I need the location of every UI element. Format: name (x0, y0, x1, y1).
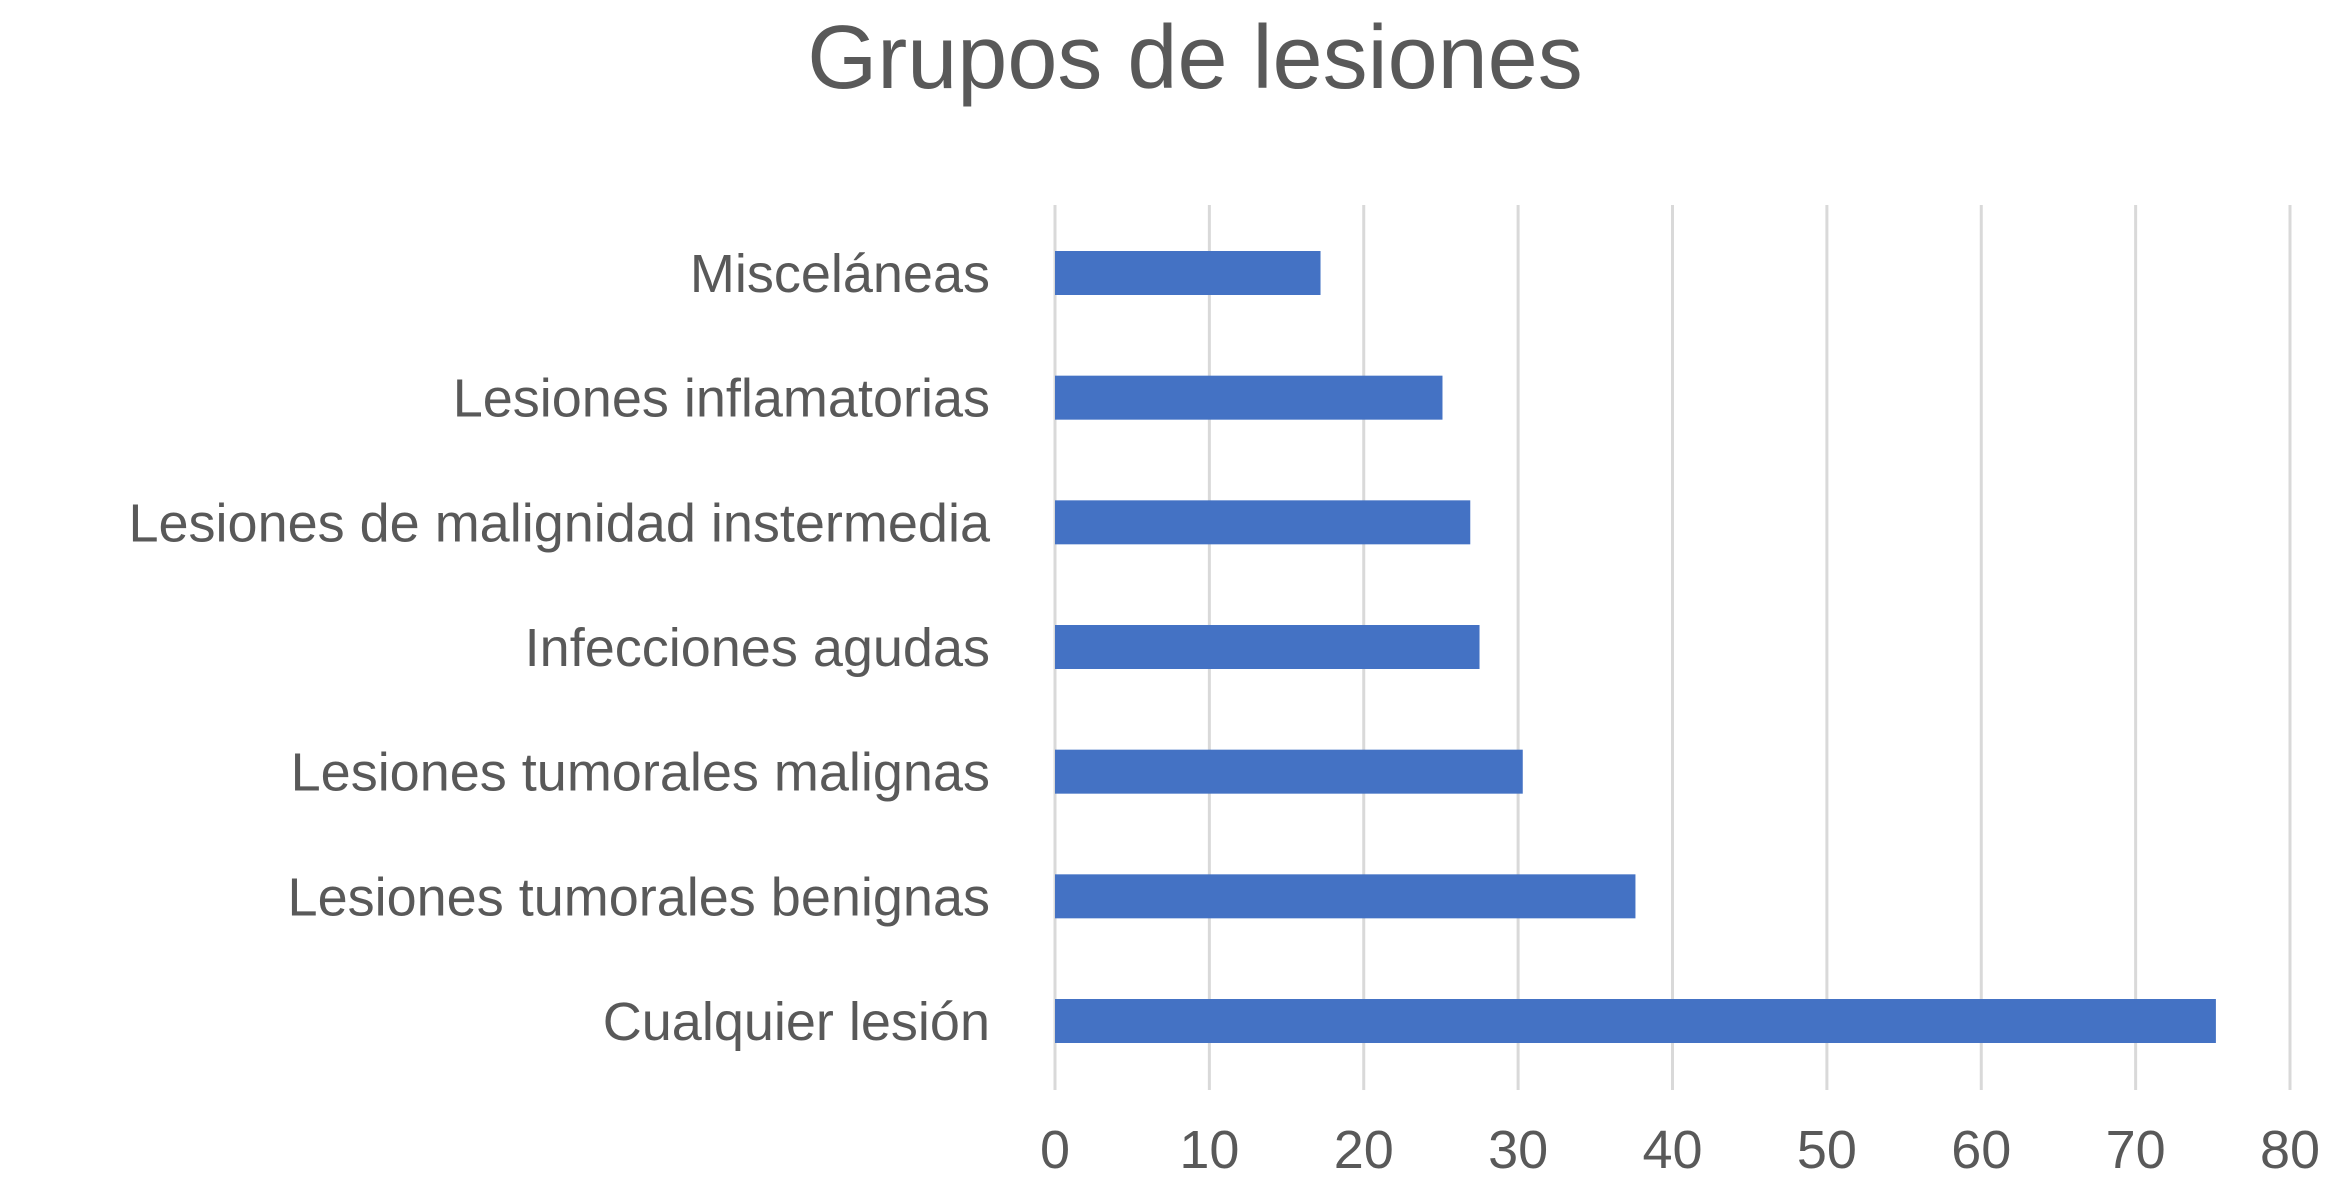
bar (1055, 625, 1480, 669)
x-tick-label: 70 (2106, 1120, 2166, 1180)
category-labels: Misceláneas Lesiones inflamatorias Lesione… (128, 244, 990, 1052)
x-tick-label: 50 (1797, 1120, 1857, 1180)
x-tick-label: 10 (1179, 1120, 1239, 1180)
category-label: Infecciones agudas (525, 618, 990, 678)
chart-title: Grupos de lesiones (807, 8, 1582, 108)
category-label: Lesiones inflamatorias (453, 369, 990, 429)
bar (1055, 874, 1636, 919)
gridlines (1053, 205, 2292, 1090)
bar (1055, 251, 1321, 295)
category-label: Cualquier lesión (603, 992, 990, 1052)
category-label: Lesiones tumorales benignas (288, 867, 990, 927)
category-label: Lesiones tumorales malignas (291, 743, 990, 803)
x-tick-label: 80 (2260, 1120, 2320, 1180)
bars (1055, 251, 2216, 1043)
category-label: Misceláneas (690, 244, 990, 304)
bar (1055, 749, 1523, 794)
bar (1055, 500, 1471, 545)
x-tick-label: 20 (1334, 1120, 1394, 1180)
category-label: Lesiones de malignidad instermedia (128, 493, 990, 553)
x-tick-label: 30 (1488, 1120, 1548, 1180)
x-tick-label: 0 (1040, 1120, 1070, 1180)
bar (1055, 375, 1443, 420)
bar (1055, 999, 2216, 1043)
x-tick-label: 60 (1951, 1120, 2011, 1180)
x-tick-label: 40 (1642, 1120, 1702, 1180)
x-axis-tick-labels: 0 10 20 30 40 50 60 70 80 (1040, 1120, 2320, 1180)
